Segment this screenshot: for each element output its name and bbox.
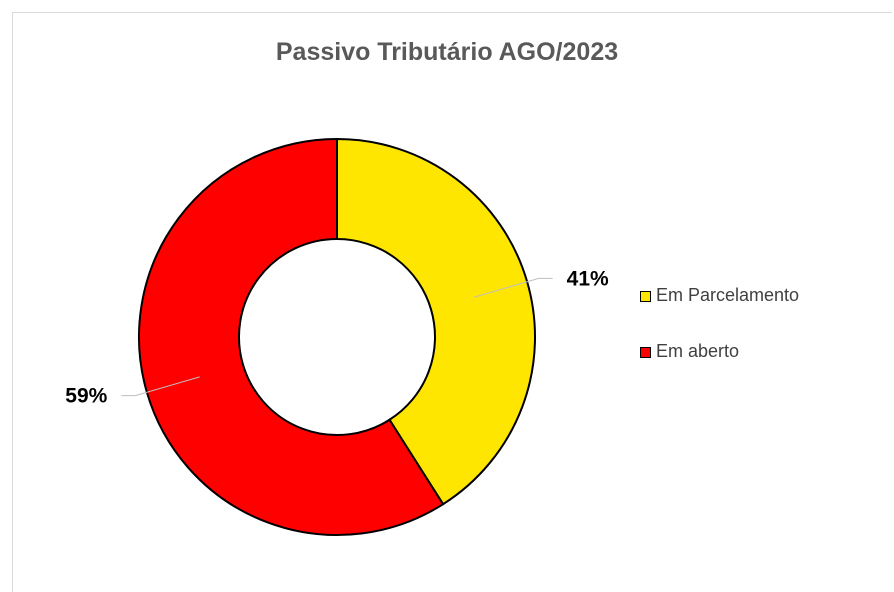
leader-line-em-parcelamento bbox=[474, 277, 553, 298]
legend: Em Parcelamento Em aberto bbox=[640, 284, 799, 396]
leader-line-em-aberto bbox=[121, 376, 200, 397]
legend-swatch-em-parcelamento bbox=[640, 290, 651, 302]
data-label-em-parcelamento: 41% bbox=[567, 267, 609, 290]
slice-em-aberto bbox=[138, 137, 445, 536]
legend-item-em-parcelamento: Em Parcelamento bbox=[640, 284, 799, 306]
legend-item-em-aberto: Em aberto bbox=[640, 340, 799, 362]
chart-title: Passivo Tributário AGO/2023 bbox=[275, 38, 619, 66]
slice-em-parcelamento bbox=[336, 137, 536, 506]
legend-label-em-parcelamento: Em Parcelamento bbox=[656, 284, 800, 305]
legend-label-em-aberto: Em aberto bbox=[656, 340, 740, 361]
legend-swatch-em-aberto bbox=[640, 346, 651, 358]
data-label-em-aberto: 59% bbox=[65, 385, 107, 408]
